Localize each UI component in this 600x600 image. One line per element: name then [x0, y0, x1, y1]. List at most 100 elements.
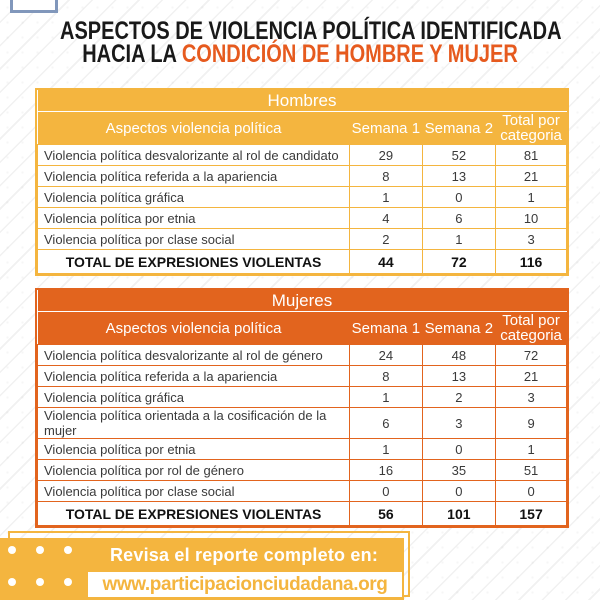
table-row: Violencia política referida a la aparien… — [36, 365, 567, 387]
cell-value: 0 — [421, 438, 497, 460]
table-row: Violencia política por clase social 2 1 … — [36, 228, 567, 250]
row-label: Violencia política referida a la aparien… — [36, 165, 351, 187]
cell-value: 4 — [349, 207, 423, 229]
row-label: Violencia política por clase social — [36, 480, 351, 502]
dot-icon — [8, 578, 16, 586]
total-label: TOTAL DE EXPRESIONES VIOLENTAS — [36, 249, 351, 274]
table-title: Mujeres — [37, 290, 567, 312]
total-value: 116 — [495, 249, 567, 274]
table-title-row: Hombres — [37, 90, 567, 112]
cell-value: 0 — [421, 480, 497, 502]
page-title-line1: ASPECTOS DE VIOLENCIA POLÍTICA IDENTIFIC… — [60, 17, 562, 45]
cell-value: 1 — [495, 438, 567, 460]
dot-icon — [64, 578, 72, 586]
corner-square-decoration — [10, 0, 58, 13]
column-header-semana1: Semana 1 — [349, 111, 423, 145]
cell-value: 3 — [421, 407, 497, 439]
row-label: Violencia política referida a la aparien… — [36, 365, 351, 387]
row-label: Violencia política por etnia — [36, 207, 351, 229]
row-label: Violencia política por etnia — [36, 438, 351, 460]
cell-value: 0 — [495, 480, 567, 502]
cell-value: 1 — [349, 438, 423, 460]
total-label: TOTAL DE EXPRESIONES VIOLENTAS — [36, 501, 351, 526]
column-header-total: Total por categoria — [495, 111, 567, 145]
cell-value: 8 — [349, 165, 423, 187]
cell-value: 35 — [421, 459, 497, 481]
column-header-total: Total por categoria — [495, 311, 567, 345]
table-hombres: Hombres Aspectos violencia política Sema… — [35, 88, 569, 276]
table-row: Violencia política por etnia 4 6 10 — [36, 207, 567, 229]
cell-value: 48 — [421, 344, 497, 366]
column-header-aspectos: Aspectos violencia política — [37, 111, 350, 145]
footer-url-box: www.participacionciudadana.org — [88, 572, 402, 597]
row-label: Violencia política desvalorizante al rol… — [36, 144, 351, 166]
cell-value: 72 — [495, 344, 567, 366]
row-label: Violencia política orientada a la cosifi… — [36, 407, 351, 439]
cell-value: 24 — [349, 344, 423, 366]
column-header-semana1: Semana 1 — [349, 311, 423, 345]
column-header-semana2: Semana 2 — [422, 311, 496, 345]
row-label: Violencia política gráfica — [36, 186, 351, 208]
column-header-row: Aspectos violencia política Semana 1 Sem… — [37, 111, 567, 145]
cell-value: 6 — [349, 407, 423, 439]
cell-value: 10 — [495, 207, 567, 229]
dot-icon — [8, 546, 16, 554]
dot-icon — [36, 578, 44, 586]
footer-fill: Revisa el reporte completo en: www.parti… — [0, 538, 404, 600]
cell-value: 9 — [495, 407, 567, 439]
table-title: Hombres — [37, 90, 567, 112]
cell-value: 52 — [421, 144, 497, 166]
table-row: Violencia política gráfica 1 2 3 — [36, 386, 567, 408]
cell-value: 21 — [495, 365, 567, 387]
cell-value: 51 — [495, 459, 567, 481]
table-row: Violencia política por rol de género 16 … — [36, 459, 567, 481]
page-title-line2-accent: CONDICIÓN DE HOMBRE Y MUJER — [181, 40, 518, 68]
cell-value: 8 — [349, 365, 423, 387]
footer-url: www.participacionciudadana.org — [102, 573, 388, 595]
cell-value: 1 — [421, 228, 497, 250]
table-title-row: Mujeres — [37, 290, 567, 312]
table-mujeres: Mujeres Aspectos violencia política Sema… — [35, 288, 569, 528]
cell-value: 6 — [421, 207, 497, 229]
total-value: 157 — [495, 501, 567, 526]
cell-value: 81 — [495, 144, 567, 166]
page-title-line2-prefix: HACIA LA — [82, 40, 182, 68]
cell-value: 0 — [349, 480, 423, 502]
table-row: Violencia política por etnia 1 0 1 — [36, 438, 567, 460]
column-header-aspectos: Aspectos violencia política — [37, 311, 350, 345]
cell-value: 2 — [349, 228, 423, 250]
table-row: Violencia política orientada a la cosifi… — [36, 407, 567, 439]
cell-value: 3 — [495, 386, 567, 408]
row-label: Violencia política gráfica — [36, 386, 351, 408]
total-row: TOTAL DE EXPRESIONES VIOLENTAS 44 72 116 — [36, 249, 567, 274]
cell-value: 13 — [421, 165, 497, 187]
cell-value: 21 — [495, 165, 567, 187]
row-label: Violencia política desvalorizante al rol… — [36, 344, 351, 366]
column-header-row: Aspectos violencia política Semana 1 Sem… — [37, 311, 567, 345]
cell-value: 1 — [349, 386, 423, 408]
cell-value: 1 — [495, 186, 567, 208]
total-value: 56 — [349, 501, 423, 526]
table-row: Violencia política gráfica 1 0 1 — [36, 186, 567, 208]
page-title-line2: HACIA LA CONDICIÓN DE HOMBRE Y MUJER — [60, 40, 540, 68]
table-row: Violencia política por clase social 0 0 … — [36, 480, 567, 502]
footer-banner: Revisa el reporte completo en: www.parti… — [0, 528, 420, 600]
footer-caption: Revisa el reporte completo en: — [109, 545, 379, 565]
cell-value: 3 — [495, 228, 567, 250]
dot-icon — [36, 546, 44, 554]
table-row: Violencia política desvalorizante al rol… — [36, 344, 567, 366]
total-value: 44 — [349, 249, 423, 274]
total-row: TOTAL DE EXPRESIONES VIOLENTAS 56 101 15… — [36, 501, 567, 526]
total-value: 72 — [421, 249, 497, 274]
cell-value: 16 — [349, 459, 423, 481]
cell-value: 0 — [421, 186, 497, 208]
table-row: Violencia política referida a la aparien… — [36, 165, 567, 187]
column-header-semana2: Semana 2 — [422, 111, 496, 145]
row-label: Violencia política por clase social — [36, 228, 351, 250]
dot-icon — [64, 546, 72, 554]
cell-value: 13 — [421, 365, 497, 387]
page-title: ASPECTOS DE VIOLENCIA POLÍTICA IDENTIFIC… — [60, 17, 562, 68]
cell-value: 1 — [349, 186, 423, 208]
row-label: Violencia política por rol de género — [36, 459, 351, 481]
table-row: Violencia política desvalorizante al rol… — [36, 144, 567, 166]
